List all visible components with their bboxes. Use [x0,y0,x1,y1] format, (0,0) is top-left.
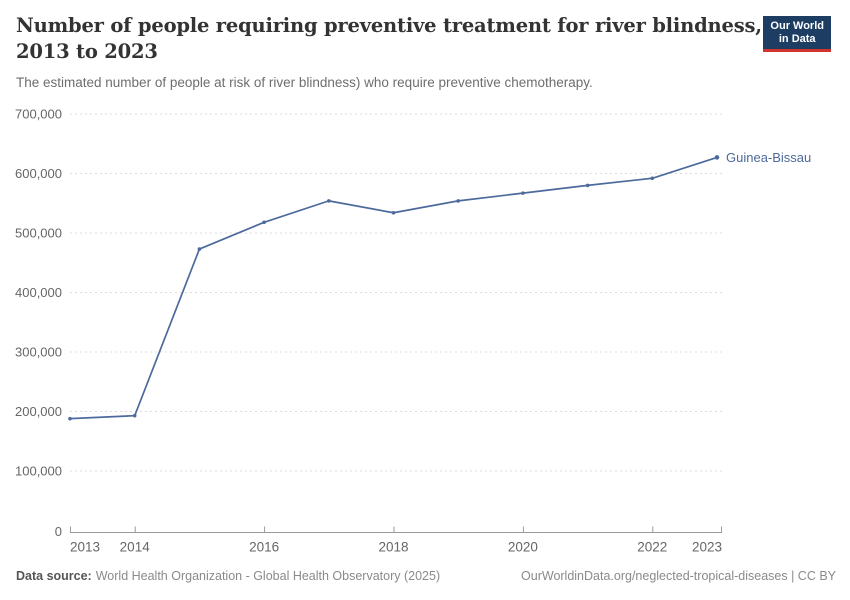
data-point[interactable] [68,416,72,421]
y-tick-label: 200,000 [15,404,62,419]
x-tick-label: 2016 [249,540,279,555]
line-chart-canvas[interactable]: 0 100,000 200,000 300,000 400,000 500,000 600,… [0,95,850,575]
owid-logo[interactable]: Our World in Data [763,16,831,52]
series-end-label: Guinea-Bissau [726,150,812,165]
x-tick-label: 2013 [70,540,100,555]
x-tick-label: 2014 [120,540,151,555]
data-point[interactable] [197,247,202,251]
data-point[interactable] [391,210,396,215]
data-source-text: World Health Organization - Global Healt… [95,569,441,583]
x-tick-label: 2018 [378,540,408,555]
chart-footer: Data source: World Health Organization - … [16,568,836,584]
data-point[interactable] [327,199,331,203]
data-point[interactable] [521,191,525,195]
chart-subtitle: The estimated number of people at risk o… [16,75,593,90]
data-source: Data source: World Health Organization - … [16,568,440,584]
data-point[interactable] [132,413,137,418]
data-point[interactable] [714,155,720,160]
chart-title: Number of people requiring preventive tr… [16,13,762,65]
owid-logo-line2: in Data [778,33,816,45]
data-source-label: Data source: [16,569,92,583]
x-tick-label: 2020 [508,540,538,555]
y-tick-label: 300,000 [15,345,62,360]
x-tick-label: 2023 [692,540,722,555]
citation-link[interactable]: OurWorldinData.org/neglected-tropical-di… [521,569,836,583]
data-line[interactable] [69,156,718,420]
chart-title-line2: 2013 to 2023 [16,40,158,63]
y-tick-label: 600,000 [15,166,62,181]
y-tick-label: 500,000 [15,226,62,241]
y-tick-label: 0 [55,524,62,539]
y-tick-label: 100,000 [15,464,62,479]
data-point[interactable] [456,199,461,203]
chart-title-line1: Number of people requiring preventive tr… [16,14,762,37]
data-point[interactable] [585,183,590,188]
x-tick-label: 2022 [637,540,667,555]
data-point[interactable] [650,176,655,181]
owid-logo-line1: Our World [770,20,824,32]
data-point[interactable] [262,220,266,225]
y-tick-label: 400,000 [15,285,62,300]
y-tick-label: 700,000 [15,107,62,122]
